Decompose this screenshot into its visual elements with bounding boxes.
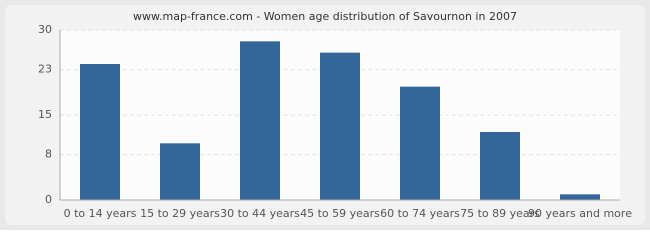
bar <box>320 52 360 200</box>
x-tick-label: 30 to 44 years <box>220 207 300 220</box>
x-tick-label: 15 to 29 years <box>140 207 220 220</box>
x-tick-label: 45 to 59 years <box>300 207 380 220</box>
chart: www.map-france.com - Women age distribut… <box>0 0 650 230</box>
x-tick-label: 90 years and more <box>528 207 632 220</box>
x-tick-label: 60 to 74 years <box>380 207 460 220</box>
bar <box>160 143 200 200</box>
bar <box>240 41 280 201</box>
bar <box>480 132 520 200</box>
chart-title: www.map-france.com - Women age distribut… <box>133 10 517 23</box>
y-tick-label: 0 <box>45 193 52 206</box>
x-tick-label: 0 to 14 years <box>64 207 137 220</box>
y-tick-label: 30 <box>38 23 52 36</box>
y-tick-label: 8 <box>45 148 52 161</box>
y-tick-label: 15 <box>38 108 52 121</box>
bar <box>560 194 600 200</box>
x-tick-label: 75 to 89 years <box>460 207 540 220</box>
y-tick-label: 23 <box>38 63 52 76</box>
bar <box>400 86 440 200</box>
bar <box>80 64 120 200</box>
